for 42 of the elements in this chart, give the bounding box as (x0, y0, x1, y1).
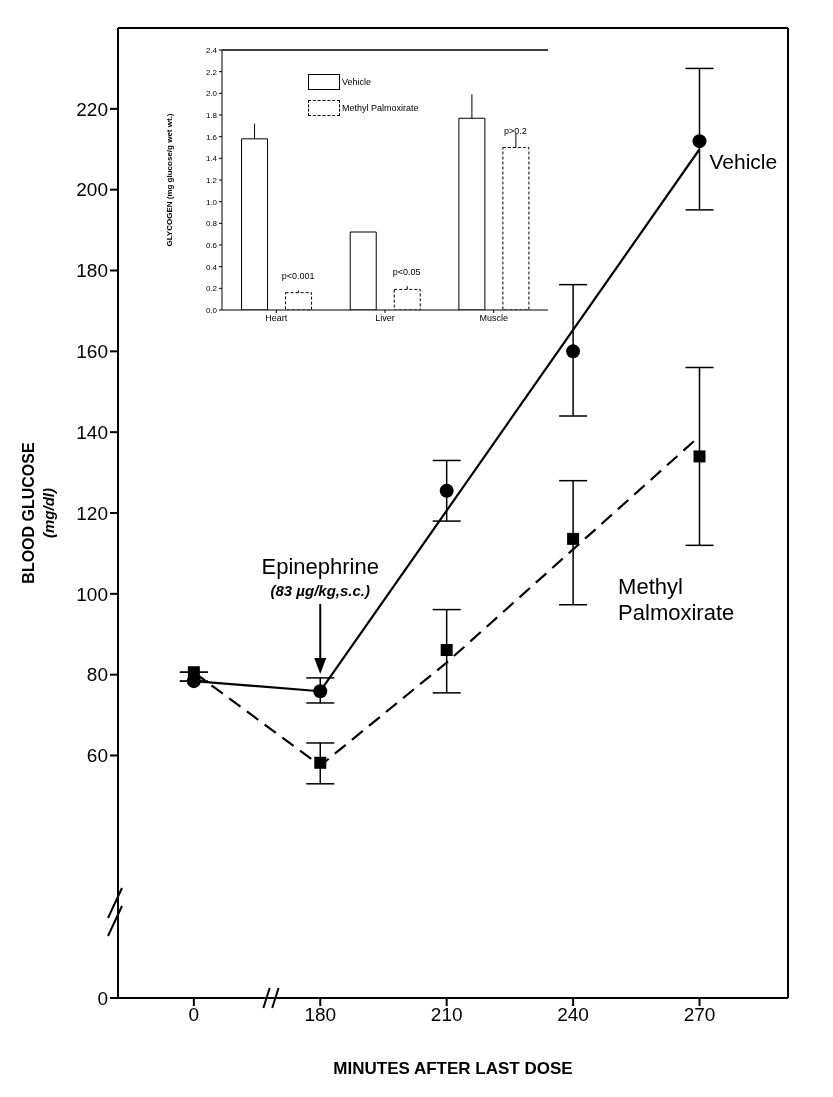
x-tick-label: Muscle (479, 313, 508, 324)
y-tick-label: 0.8 (205, 219, 218, 229)
y-tick-label: 140 (76, 421, 108, 443)
x-tick-label: 210 (430, 1004, 463, 1026)
y-tick-label: 0.4 (205, 262, 218, 272)
x-tick-label: 240 (557, 1004, 589, 1026)
x-tick-label: 180 (304, 1004, 337, 1026)
x-tick-label: Liver (375, 313, 395, 324)
y-axis-title: BLOOD GLUCOSE (mg/dl) (20, 442, 57, 584)
y-tick-label: 220 (76, 98, 108, 120)
x-tick-label: Heart (265, 313, 288, 324)
y-tick-label: 200 (76, 179, 108, 201)
legend-label: Vehicle (342, 77, 372, 87)
y-tick-label: 1.8 (205, 110, 218, 120)
y-tick-label: 0.6 (205, 240, 218, 250)
y-tick-label: 1.2 (205, 175, 218, 185)
legend-label: Methyl Palmoxirate (342, 103, 419, 113)
x-tick-label: 0 (188, 1004, 200, 1026)
y-tick-label: 1.6 (205, 132, 218, 142)
x-axis-title: MINUTES AFTER LAST DOSE (333, 1059, 573, 1078)
annotation: Epinephrine (83 µg/kg,s.c.) (261, 553, 379, 599)
y-tick-label: 80 (86, 664, 108, 686)
y-tick-label: 1.0 (205, 197, 218, 207)
x-tick-label: 270 (683, 1004, 716, 1026)
annotation: p>0.2 (504, 125, 527, 136)
y-tick-label: 0.0 (205, 305, 218, 315)
y-tick-label: 0.2 (205, 284, 218, 294)
y-tick-label: 120 (76, 502, 108, 524)
series-label: Vehicle (709, 149, 779, 176)
text: Methyl Palmoxirate (618, 573, 736, 626)
y-tick-label: 2.0 (205, 89, 218, 99)
annotation: p<0.05 (392, 267, 421, 278)
y-tick-label: 60 (86, 745, 108, 767)
annotation: p<0.001 (281, 270, 315, 281)
y-tick-label: 0 (97, 987, 108, 1009)
y-tick-label: 160 (76, 341, 108, 363)
y-tick-label: 2.4 (205, 45, 218, 55)
y-tick-label: 180 (76, 260, 108, 282)
y-tick-label: 2.2 (205, 67, 218, 77)
y-axis-title: GLYCOGEN (mg glucose/g wet wt.) (165, 113, 174, 247)
y-tick-label: 1.4 (205, 154, 218, 164)
y-tick-label: 100 (76, 583, 108, 605)
